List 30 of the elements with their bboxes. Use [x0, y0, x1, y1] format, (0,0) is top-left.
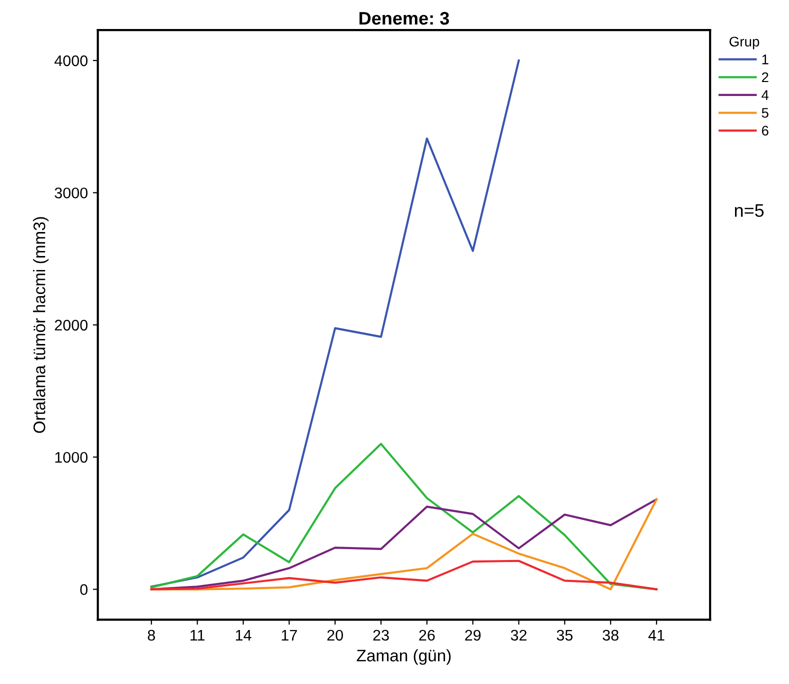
x-tick-label: 26 — [419, 630, 435, 641]
y-axis-title: Ortalama tümör hacmi (mm3) — [33, 217, 49, 433]
chart-title: Deneme: 3 — [360, 12, 449, 25]
line-series — [150, 560, 658, 590]
x-tick-label: 41 — [648, 630, 664, 640]
legend-label: 1 — [762, 54, 768, 64]
x-tick-label: 8 — [148, 630, 155, 641]
legend-label: 6 — [762, 126, 768, 136]
x-tick-label: 20 — [327, 630, 343, 641]
x-tick-label: 38 — [602, 630, 618, 641]
text: n=5 — [734, 204, 764, 217]
legend-label: 4 — [762, 90, 769, 100]
legend-title: Grup — [730, 36, 760, 50]
legend-label: 5 — [762, 108, 768, 118]
x-tick-label: 14 — [236, 630, 252, 640]
x-axis-title: Zaman (gün) — [356, 649, 451, 665]
legend-label: 2 — [762, 72, 768, 82]
x-tick-label: 23 — [373, 630, 389, 641]
y-tick-label: 2000 — [54, 320, 88, 331]
y-tick-label: 0 — [80, 584, 88, 595]
y-tick-label: 4000 — [54, 55, 88, 66]
x-tick-label: 35 — [556, 630, 573, 641]
y-tick-label: 3000 — [54, 188, 88, 198]
y-tick-label: 1000 — [55, 452, 88, 463]
x-tick-label: 11 — [190, 630, 205, 640]
line-series — [150, 442, 658, 590]
line-series — [150, 59, 520, 588]
x-tick-label: 17 — [282, 630, 297, 640]
x-tick-label: 32 — [510, 630, 526, 641]
x-tick-label: 29 — [465, 630, 481, 641]
